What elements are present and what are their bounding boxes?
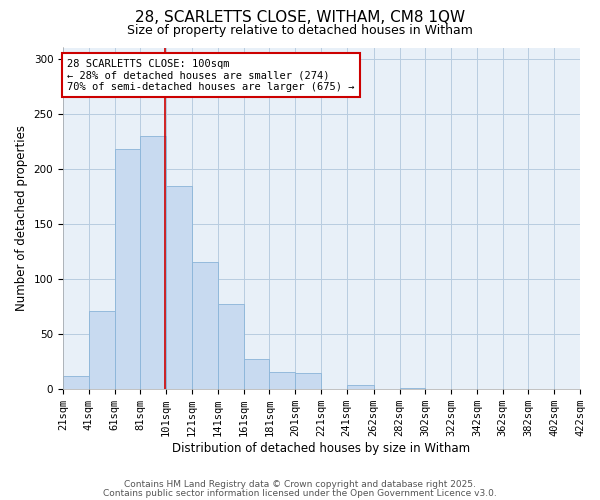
Text: Contains public sector information licensed under the Open Government Licence v3: Contains public sector information licen…: [103, 488, 497, 498]
Text: Contains HM Land Registry data © Crown copyright and database right 2025.: Contains HM Land Registry data © Crown c…: [124, 480, 476, 489]
Text: Size of property relative to detached houses in Witham: Size of property relative to detached ho…: [127, 24, 473, 37]
Bar: [218, 304, 244, 389]
Bar: [295, 372, 321, 389]
Bar: [269, 372, 295, 389]
Bar: [347, 385, 374, 389]
Bar: [63, 376, 89, 389]
Bar: [400, 388, 425, 389]
Bar: [244, 360, 269, 389]
Bar: [192, 262, 218, 389]
Y-axis label: Number of detached properties: Number of detached properties: [15, 126, 28, 312]
Bar: [166, 186, 192, 389]
Bar: [140, 136, 166, 389]
Text: 28 SCARLETTS CLOSE: 100sqm
← 28% of detached houses are smaller (274)
70% of sem: 28 SCARLETTS CLOSE: 100sqm ← 28% of deta…: [67, 58, 355, 92]
Text: 28, SCARLETTS CLOSE, WITHAM, CM8 1QW: 28, SCARLETTS CLOSE, WITHAM, CM8 1QW: [135, 10, 465, 25]
Bar: [89, 311, 115, 389]
Bar: [115, 149, 140, 389]
X-axis label: Distribution of detached houses by size in Witham: Distribution of detached houses by size …: [172, 442, 470, 455]
